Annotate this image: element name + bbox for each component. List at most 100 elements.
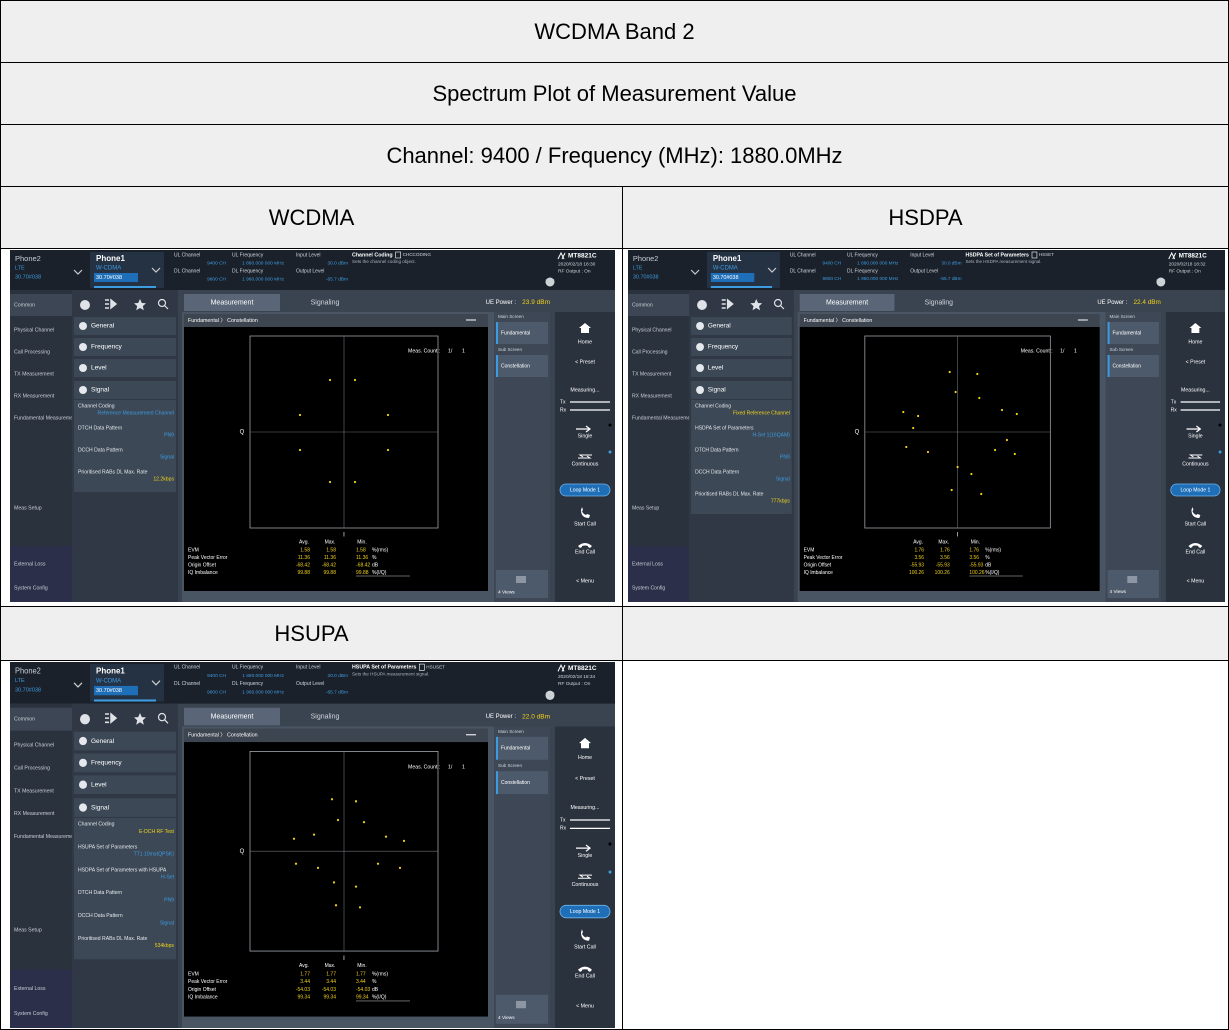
nav-item[interactable]: TX Measurement: [14, 371, 54, 377]
control-label[interactable]: < Menu: [576, 578, 594, 584]
setting-label[interactable]: Channel Coding: [695, 403, 731, 409]
control-label[interactable]: Home: [1188, 339, 1202, 345]
nav-item[interactable]: Physical Channel: [14, 743, 54, 749]
control-label[interactable]: End Call: [1186, 549, 1206, 555]
menu-item[interactable]: [74, 381, 176, 399]
nav-item[interactable]: Fundamental Measurement: [14, 415, 78, 421]
expand-icon[interactable]: [80, 714, 90, 724]
nav-item[interactable]: Fundamental Measurement: [14, 834, 78, 840]
nav-item[interactable]: System Config: [14, 585, 48, 591]
expand-icon[interactable]: [697, 300, 707, 310]
control-label[interactable]: Start Call: [574, 521, 596, 527]
menu-item[interactable]: [74, 798, 176, 817]
control-label[interactable]: End Call: [575, 973, 595, 979]
nav-item[interactable]: Physical Channel: [632, 327, 672, 333]
control-label[interactable]: Start Call: [1185, 521, 1206, 527]
setting-label[interactable]: DTCH Data Pattern: [78, 425, 122, 431]
control-label[interactable]: < Menu: [1187, 578, 1205, 584]
nav-item[interactable]: Common: [14, 717, 35, 723]
side-button-label[interactable]: Constellation: [1113, 363, 1142, 369]
control-label[interactable]: Single: [578, 853, 593, 859]
nav-item[interactable]: External Loss: [14, 561, 46, 567]
control-label[interactable]: Measuring...: [570, 387, 599, 393]
side-button-label[interactable]: Constellation: [501, 363, 530, 369]
menu-item[interactable]: [691, 338, 792, 356]
side-button-label[interactable]: Fundamental: [501, 330, 530, 336]
side-button-label[interactable]: Fundamental: [1113, 330, 1142, 336]
menu-item[interactable]: [691, 381, 792, 399]
control-label[interactable]: End Call: [575, 549, 595, 555]
menu-item[interactable]: [691, 359, 792, 377]
control-label[interactable]: Loop Mode 1: [1180, 487, 1210, 493]
nav-item[interactable]: Fundamental Measurement: [632, 415, 695, 421]
control-label[interactable]: < Preset: [1186, 359, 1206, 365]
nav-item[interactable]: RX Measurement: [632, 393, 672, 399]
control-label[interactable]: Single: [1188, 433, 1203, 439]
menu-item[interactable]: [74, 317, 176, 335]
views-label[interactable]: 4 Views: [498, 1015, 515, 1021]
setting-label[interactable]: DTCH Data Pattern: [78, 890, 122, 896]
tab-label[interactable]: Measurement: [211, 299, 254, 306]
control-label[interactable]: Single: [578, 433, 593, 439]
side-button-label[interactable]: Constellation: [501, 780, 530, 786]
nav-item[interactable]: Common: [14, 302, 35, 308]
control-label[interactable]: Continuous: [1182, 461, 1209, 467]
setting-label[interactable]: Prioritised RABs DL Max. Rate: [78, 936, 147, 942]
setting-label[interactable]: DTCH Data Pattern: [695, 447, 739, 453]
nav-item[interactable]: System Config: [632, 585, 665, 591]
nav-item[interactable]: RX Measurement: [14, 811, 55, 817]
control-label[interactable]: < Preset: [575, 776, 595, 782]
control-label[interactable]: Loop Mode 1: [570, 909, 600, 915]
setting-label[interactable]: Channel Coding: [78, 822, 115, 828]
nav-item[interactable]: TX Measurement: [632, 371, 672, 377]
tab-label[interactable]: Measurement: [826, 299, 868, 306]
menu-item[interactable]: [74, 754, 176, 773]
nav-item[interactable]: Common: [632, 302, 653, 308]
collapse-button[interactable]: [546, 691, 555, 700]
setting-label[interactable]: Channel Coding: [78, 403, 115, 409]
tab-label[interactable]: Signaling: [311, 299, 340, 306]
nav-item[interactable]: Call Processing: [14, 765, 50, 771]
menu-item[interactable]: [74, 775, 176, 794]
nav-item[interactable]: Meas Setup: [14, 505, 42, 511]
control-label[interactable]: Start Call: [574, 944, 596, 950]
control-label[interactable]: < Preset: [575, 359, 595, 365]
control-label[interactable]: Continuous: [572, 461, 599, 467]
nav-item[interactable]: External Loss: [14, 986, 46, 992]
setting-label[interactable]: DCCH Data Pattern: [695, 469, 739, 475]
nav-item[interactable]: Physical Channel: [14, 327, 54, 333]
control-label[interactable]: Home: [578, 339, 592, 345]
setting-label[interactable]: HSDPA Set of Parameters: [695, 425, 754, 431]
setting-label[interactable]: Prioritised RABs DL Max. Rate: [78, 469, 148, 475]
collapse-button[interactable]: [1156, 278, 1165, 287]
nav-item[interactable]: Call Processing: [14, 349, 50, 355]
control-label[interactable]: Loop Mode 1: [570, 487, 600, 493]
views-label[interactable]: 4 Views: [498, 589, 515, 595]
setting-label[interactable]: HSDPA Set of Parameters with HSUPA: [78, 867, 167, 873]
tab-label[interactable]: Signaling: [311, 712, 340, 720]
nav-item[interactable]: RX Measurement: [14, 393, 55, 399]
expand-icon[interactable]: [80, 300, 90, 310]
control-label[interactable]: Home: [578, 755, 592, 761]
control-label[interactable]: Measuring...: [570, 805, 599, 811]
setting-label[interactable]: HSUPA Set of Parameters: [78, 844, 138, 850]
setting-label[interactable]: Prioritised RABs DL Max. Rate: [695, 491, 764, 497]
menu-item[interactable]: [74, 732, 176, 751]
setting-label[interactable]: DCCH Data Pattern: [78, 447, 123, 453]
control-label[interactable]: Measuring...: [1181, 387, 1210, 393]
views-label[interactable]: 4 Views: [1110, 589, 1127, 595]
nav-item[interactable]: Meas Setup: [632, 505, 659, 511]
control-label[interactable]: Continuous: [572, 882, 599, 888]
tab-label[interactable]: Signaling: [925, 299, 953, 306]
tab-label[interactable]: Measurement: [211, 712, 254, 720]
nav-item[interactable]: TX Measurement: [14, 788, 54, 794]
side-button-label[interactable]: Fundamental: [501, 746, 530, 752]
collapse-button[interactable]: [546, 278, 555, 287]
nav-item[interactable]: Call Processing: [632, 349, 668, 355]
nav-item[interactable]: System Config: [14, 1011, 48, 1017]
menu-item[interactable]: [691, 317, 792, 335]
nav-item[interactable]: External Loss: [632, 561, 663, 567]
menu-item[interactable]: [74, 338, 176, 356]
menu-item[interactable]: [74, 359, 176, 377]
setting-label[interactable]: DCCH Data Pattern: [78, 913, 123, 919]
